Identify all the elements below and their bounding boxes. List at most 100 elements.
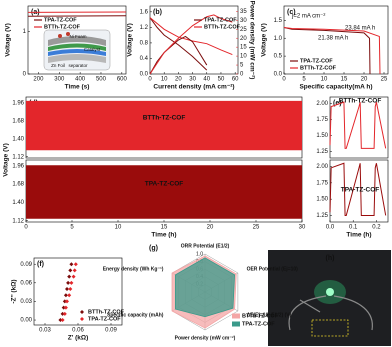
panel-label: (e) — [333, 100, 342, 107]
legend-label: TPA-TZ-COF — [204, 17, 237, 23]
x-tick-label: 400 — [75, 77, 86, 83]
plot-frame — [329, 159, 389, 223]
x-tick-label: 0.2 — [372, 225, 381, 231]
x-tick-label: 10 — [161, 77, 168, 83]
battery-box — [311, 319, 349, 337]
cycling-band — [26, 100, 302, 151]
photo — [268, 250, 391, 346]
legend-swatch — [232, 321, 240, 327]
y-axis-label: Voltage (V) — [261, 23, 268, 56]
y2-tick-label: 20 — [240, 36, 247, 42]
y2-tick-label: 35 — [240, 9, 247, 15]
series-label: BTTh-TZ-COF — [339, 98, 382, 105]
panel-label: (c) — [287, 9, 296, 16]
x-axis-label: Current density (mA cm⁻²) — [153, 84, 234, 91]
y2-tick-label: 5 — [240, 63, 244, 69]
catalyst-layer — [48, 43, 106, 51]
y-tick-label: 0.00 — [20, 318, 32, 324]
x-tick-label: 25 — [381, 77, 388, 83]
plot-frame — [27, 5, 127, 75]
y-tick-label: 0.5 — [274, 54, 283, 60]
y-tick-label: 1.0 — [274, 36, 283, 42]
x-tick-label: 30 — [299, 225, 306, 231]
x-tick-label: 15 — [161, 225, 168, 231]
x-tick-label: 50 — [218, 77, 225, 83]
x-tick-label: 200 — [33, 77, 44, 83]
x-tick-label: 30 — [189, 77, 196, 83]
x-tick-label: 5 — [302, 77, 306, 83]
legend-label: TPA-TZ-COF — [88, 316, 121, 322]
y-tick-label: 2.00 — [316, 101, 328, 107]
plot-frame — [283, 5, 389, 75]
series-label: TPA-TZ-COF — [341, 187, 380, 194]
series-line — [149, 35, 208, 75]
legend-marker — [80, 317, 84, 321]
panel-label: (f) — [37, 261, 44, 268]
y-tick-label: 0.09 — [20, 262, 32, 268]
y-axis-label: Voltage (V) — [5, 23, 12, 56]
separator-layer — [48, 49, 106, 56]
x-axis-label: Time (s) — [65, 84, 90, 91]
legend-marker — [80, 310, 84, 314]
x-tick-label: 300 — [54, 77, 65, 83]
x-axis-label: Time (h) — [151, 232, 176, 239]
y-tick-label: 0.06 — [20, 280, 32, 286]
series-line — [283, 26, 371, 75]
legend-label: BTTh-TZ-COF — [44, 24, 81, 30]
scatter-point — [58, 318, 63, 323]
series-line — [149, 17, 208, 71]
x-tick-label: 20 — [361, 77, 368, 83]
series-label: TPA-TZ-COF — [145, 181, 184, 188]
radar-axis-label: Energy density (Wh Kg⁻¹) — [103, 266, 164, 272]
photo-background — [268, 250, 391, 346]
y-tick-label: 0 — [23, 72, 27, 78]
legend-label: BTTh-TZ-COF — [242, 313, 279, 319]
plot-frame — [149, 5, 239, 75]
y-tick-label: 2.00 — [316, 164, 328, 170]
scatter-point — [60, 318, 65, 323]
y2-axis-label: Power density (mW cm⁻²) — [248, 1, 255, 80]
x-axis-label: Specific capacity(mA h) — [299, 84, 372, 91]
x-tick-label: 0 — [24, 225, 28, 231]
legend-label: BTTh-TZ-COF — [204, 24, 241, 30]
y-axis-label: -Z'' (kΩ) — [11, 279, 18, 303]
scatter-point — [67, 274, 72, 279]
scatter-point — [71, 274, 76, 279]
panel-label: (b) — [153, 9, 162, 16]
x-tick-label: 20 — [175, 77, 182, 83]
x-tick-label: 25 — [253, 225, 260, 231]
scatter-point — [65, 299, 69, 304]
legend-label: BTTh-TZ-COF — [88, 309, 125, 315]
y-tick-label: 1.5 — [274, 18, 283, 24]
annotation: 21.38 mA h — [318, 36, 348, 42]
scatter-point — [61, 305, 66, 310]
y-tick-label: 1.50 — [316, 197, 328, 203]
y-tick-label: 0.4 — [140, 56, 149, 62]
inset-label: separator — [68, 63, 88, 68]
x-tick-label: 0.09 — [105, 328, 117, 334]
plot-frame — [329, 96, 389, 159]
x-tick-label: 500 — [96, 77, 107, 83]
y-tick-label: 1.75 — [316, 180, 328, 186]
y-tick-label: 1.96 — [12, 163, 24, 169]
panel-label: (g) — [149, 245, 158, 252]
x-tick-label: 40 — [203, 77, 210, 83]
series-line — [329, 162, 387, 216]
y-tick-label: 1.2 — [140, 25, 149, 31]
scatter-point — [68, 268, 73, 273]
inset-label: Catalyst — [84, 47, 101, 52]
radar-axis-label: Power density (mW cm⁻²) — [175, 335, 236, 341]
legend-label: TPA-TZ-COF — [44, 17, 77, 23]
ni-foam-layer — [48, 36, 106, 46]
scatter-point — [67, 293, 72, 298]
radar-axis-label: Specific capacity (mAh) — [107, 312, 164, 318]
y-tick-label: 1.6 — [140, 9, 149, 15]
x-tick-label: 60 — [232, 77, 239, 83]
series-label: BTTh-TZ-COF — [143, 115, 186, 122]
x-tick-label: 10 — [321, 77, 328, 83]
radar-axis-label: ORR Potential (E1/2) — [181, 243, 230, 249]
scatter-point — [60, 311, 65, 316]
legend-swatch — [232, 313, 240, 319]
led — [326, 288, 334, 296]
